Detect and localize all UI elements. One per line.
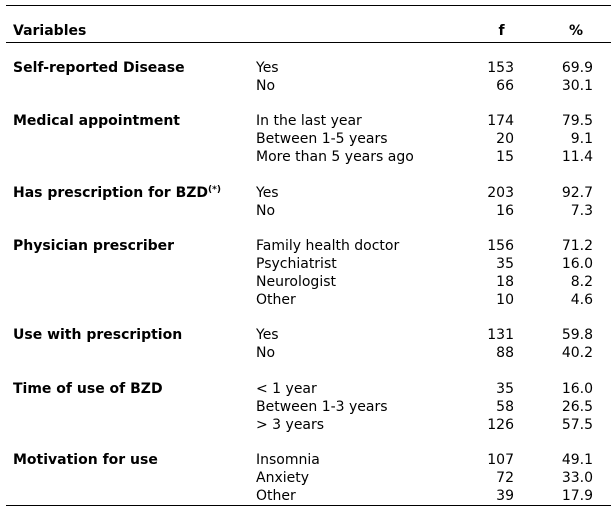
percent-value: 79.5 (561, 113, 593, 129)
frequency-value: 10 (496, 292, 514, 308)
option-label: Yes (256, 185, 279, 201)
percent-value: 92.7 (561, 185, 593, 201)
frequency-value: 126 (487, 417, 514, 433)
percent-value: 33.0 (561, 470, 593, 486)
percent-value: 11.4 (561, 149, 593, 165)
variable-label: Use with prescription (13, 326, 182, 344)
percent-value: 9.1 (570, 131, 593, 147)
option-label: Neurologist (256, 274, 336, 290)
option-label: In the last year (256, 113, 362, 129)
variable-text: Physician prescriber (13, 238, 175, 254)
option-label: No (256, 78, 276, 94)
percent-value: 16.0 (561, 256, 593, 272)
percent-value: 8.2 (570, 274, 593, 290)
table-bottom-rule (6, 505, 611, 506)
percent-value: 40.2 (561, 345, 593, 361)
percent-value: 30.1 (561, 78, 593, 94)
option-label: Other (256, 488, 296, 504)
header-variables: Variables (13, 23, 87, 39)
frequency-value: 58 (496, 399, 514, 415)
percent-value: 71.2 (561, 238, 593, 254)
option-label: More than 5 years ago (256, 149, 414, 165)
percent-value: 69.9 (561, 60, 593, 76)
frequency-value: 203 (487, 185, 514, 201)
percent-value: 16.0 (561, 381, 593, 397)
variable-label: Motivation for use (13, 451, 158, 469)
variable-label: Physician prescriber (13, 237, 174, 255)
option-label: < 1 year (256, 381, 317, 397)
frequency-value: 16 (496, 203, 514, 219)
frequency-value: 20 (496, 131, 514, 147)
variable-text: Time of use of BZD (13, 381, 163, 397)
header-percent: % (568, 23, 584, 39)
option-label: > 3 years (256, 417, 325, 433)
option-label: Anxiety (256, 470, 310, 486)
option-label: Family health doctor (256, 238, 400, 254)
variable-text: Has prescription for BZD (13, 185, 209, 201)
percent-value: 7.3 (570, 203, 593, 219)
frequency-value: 35 (496, 381, 514, 397)
option-label: Between 1-3 years (256, 399, 388, 415)
variable-label: Has prescription for BZD(*) (13, 184, 221, 202)
option-label: Other (256, 292, 296, 308)
option-label: Between 1-5 years (256, 131, 388, 147)
frequency-value: 39 (496, 488, 514, 504)
header-frequency: f (498, 23, 505, 39)
frequency-value: 174 (487, 113, 514, 129)
frequency-value: 18 (496, 274, 514, 290)
option-label: Psychiatrist (256, 256, 337, 272)
frequency-value: 72 (496, 470, 514, 486)
frequency-value: 156 (487, 238, 514, 254)
footnote-marker: (*) (208, 185, 221, 195)
percent-value: 49.1 (561, 452, 593, 468)
frequency-value: 66 (496, 78, 514, 94)
option-label: Insomnia (256, 452, 320, 468)
frequency-value: 153 (487, 60, 514, 76)
variable-label: Self-reported Disease (13, 59, 185, 77)
variable-text: Medical appointment (13, 113, 180, 129)
percent-value: 17.9 (561, 488, 593, 504)
frequency-value: 107 (487, 452, 514, 468)
option-label: Yes (256, 327, 279, 343)
option-label: No (256, 345, 276, 361)
option-label: No (256, 203, 276, 219)
frequency-value: 131 (487, 327, 514, 343)
variable-text: Motivation for use (13, 452, 158, 468)
frequency-value: 35 (496, 256, 514, 272)
variable-label: Medical appointment (13, 112, 180, 130)
frequency-value: 88 (496, 345, 514, 361)
option-label: Yes (256, 60, 279, 76)
table-top-rule (6, 5, 611, 6)
percent-value: 26.5 (561, 399, 593, 415)
header-rule (6, 42, 611, 43)
frequency-value: 15 (496, 149, 514, 165)
percent-value: 59.8 (561, 327, 593, 343)
variable-label: Time of use of BZD (13, 380, 163, 398)
variable-text: Self-reported Disease (13, 60, 185, 76)
percent-value: 57.5 (561, 417, 593, 433)
percent-value: 4.6 (570, 292, 593, 308)
variable-text: Use with prescription (13, 327, 183, 343)
